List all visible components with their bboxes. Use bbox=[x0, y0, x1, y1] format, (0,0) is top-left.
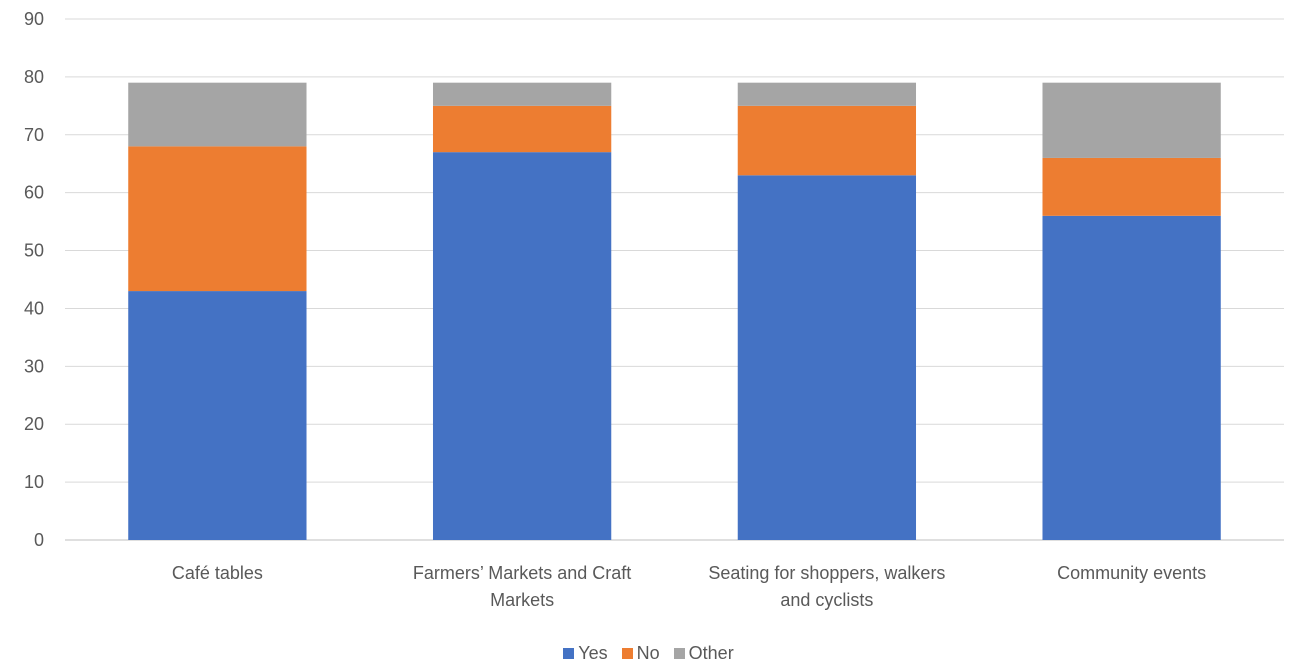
x-category-label-seating-for-shoppers-walkers-and-cyclists-line-2: and cyclists bbox=[780, 590, 873, 610]
bar-yes-caf-tables bbox=[128, 291, 307, 540]
legend-label-yes: Yes bbox=[578, 643, 608, 663]
y-tick-label-60: 60 bbox=[24, 183, 44, 203]
legend-swatch-yes bbox=[563, 647, 575, 659]
bar-no-seating-for-shoppers-walkers-and-cyclists bbox=[737, 105, 917, 176]
bars bbox=[128, 82, 1221, 541]
legend-label-other: Other bbox=[688, 643, 734, 663]
x-category-label-seating-for-shoppers-walkers-and-cyclists-line-1: Seating for shoppers, walkers bbox=[708, 563, 945, 583]
y-tick-label-30: 30 bbox=[24, 356, 44, 376]
bar-no-community-events bbox=[1042, 157, 1221, 216]
bar-other-caf-tables bbox=[128, 82, 307, 147]
legend-swatch-no bbox=[621, 647, 633, 659]
legend-label-no: No bbox=[636, 643, 660, 663]
bar-yes-farmers-markets-and-craft-markets bbox=[432, 152, 612, 540]
bar-other-seating-for-shoppers-walkers-and-cyclists bbox=[737, 82, 917, 106]
y-tick-label-0: 0 bbox=[34, 530, 44, 550]
y-tick-label-80: 80 bbox=[24, 67, 44, 87]
y-tick-label-90: 90 bbox=[24, 9, 44, 29]
x-category-label-farmers-markets-and-craft-markets-line-1: Farmers’ Markets and Craft bbox=[413, 563, 631, 583]
y-tick-label-50: 50 bbox=[24, 241, 44, 261]
x-axis-category-labels: Café tables Farmers’ Markets and Craft Mar… bbox=[172, 563, 1206, 610]
y-tick-label-10: 10 bbox=[24, 472, 44, 492]
bar-no-farmers-markets-and-craft-markets bbox=[432, 105, 612, 153]
bar-other-farmers-markets-and-craft-markets bbox=[432, 82, 612, 106]
legend-item-other: Other bbox=[673, 643, 734, 663]
legend-swatch-other bbox=[673, 647, 685, 659]
legend-item-no: No bbox=[621, 643, 660, 663]
bar-yes-community-events bbox=[1042, 215, 1221, 541]
y-axis-tick-labels: 0 10 20 30 40 50 60 70 80 90 bbox=[24, 9, 44, 550]
x-category-label-farmers-markets-and-craft-markets-line-2: Markets bbox=[490, 590, 554, 610]
bar-yes-seating-for-shoppers-walkers-and-cyclists bbox=[737, 175, 917, 541]
bar-other-community-events bbox=[1042, 82, 1221, 158]
legend: Yes No Other bbox=[0, 643, 1297, 663]
y-tick-label-20: 20 bbox=[24, 414, 44, 434]
y-tick-label-70: 70 bbox=[24, 125, 44, 145]
x-category-label-caf-tables: Café tables bbox=[172, 563, 263, 583]
x-category-label-community-events: Community events bbox=[1057, 563, 1206, 583]
y-tick-label-40: 40 bbox=[24, 298, 44, 318]
legend-item-yes: Yes bbox=[563, 643, 608, 663]
bar-no-caf-tables bbox=[128, 146, 307, 292]
